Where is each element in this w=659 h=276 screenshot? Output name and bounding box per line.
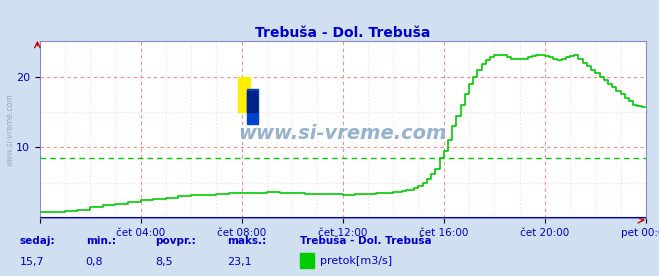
Text: 0,8: 0,8 [86,257,103,267]
Text: 15,7: 15,7 [20,257,44,267]
Bar [238,77,250,112]
Text: pretok[m3/s]: pretok[m3/s] [320,256,391,266]
Text: 23,1: 23,1 [227,257,252,267]
Text: Trebuša - Dol. Trebuša: Trebuša - Dol. Trebuša [300,236,432,246]
Text: www.si-vreme.com: www.si-vreme.com [239,124,447,143]
Bar [248,89,258,124]
Title: Trebuša - Dol. Trebuša: Trebuša - Dol. Trebuša [255,26,430,40]
Text: min.:: min.: [86,236,116,246]
Bar [248,91,256,112]
Text: maks.:: maks.: [227,236,267,246]
Text: www.si-vreme.com: www.si-vreme.com [5,93,14,166]
Text: 8,5: 8,5 [155,257,173,267]
Text: sedaj:: sedaj: [20,236,55,246]
Text: povpr.:: povpr.: [155,236,196,246]
